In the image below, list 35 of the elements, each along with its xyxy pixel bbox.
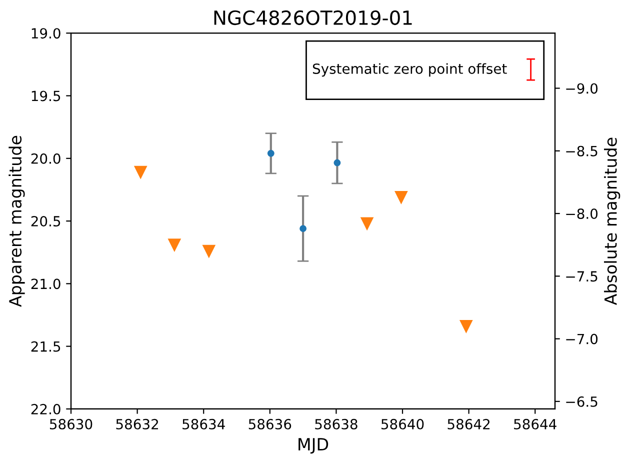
y2-tick-label: −6.5	[566, 396, 598, 407]
y-tick-label: 21.5	[31, 341, 60, 352]
x-tick-label: 58636	[248, 418, 292, 430]
point	[334, 159, 341, 166]
y-tick-label: 22.0	[31, 404, 60, 414]
y2-tick-label: −8.0	[566, 208, 598, 219]
y2-tick-label: −7.5	[566, 271, 598, 282]
x-axis-title: MJD	[298, 438, 328, 454]
point	[460, 320, 472, 333]
y-tick-label: 19.0	[32, 28, 60, 39]
point	[202, 244, 216, 258]
point	[360, 217, 374, 230]
point	[134, 166, 147, 178]
point	[168, 238, 181, 252]
x-tick-label: 58632	[116, 418, 158, 430]
y2-tick-label: −9.0	[566, 83, 598, 94]
y-tick-label: 21.0	[31, 278, 60, 290]
x-tick-label: 58640	[381, 418, 424, 430]
y-axis-title: Apparent magnitude	[8, 136, 25, 307]
point	[267, 150, 274, 157]
x-tick-label: 58630	[50, 418, 92, 430]
point	[394, 190, 408, 204]
y2-tick-label: −8.5	[566, 146, 598, 156]
y-tick-label: 20.0	[31, 153, 60, 164]
y2-tick-label: −7.0	[566, 334, 598, 344]
point	[300, 225, 307, 232]
x-tick-label: 58634	[182, 418, 225, 430]
x-tick-label: 58638	[315, 418, 358, 430]
chart-title: NGC4826OT2019-01	[214, 10, 412, 26]
x-tick-label: 58644	[514, 418, 556, 430]
y-tick-label: 20.5	[31, 216, 60, 227]
annotation: Systematic zero point offset	[312, 63, 507, 77]
y2-axis-title: Absolute magnitude	[604, 138, 620, 306]
x-tick-label: 58642	[448, 418, 490, 430]
y-tick-label: 19.5	[32, 90, 60, 102]
